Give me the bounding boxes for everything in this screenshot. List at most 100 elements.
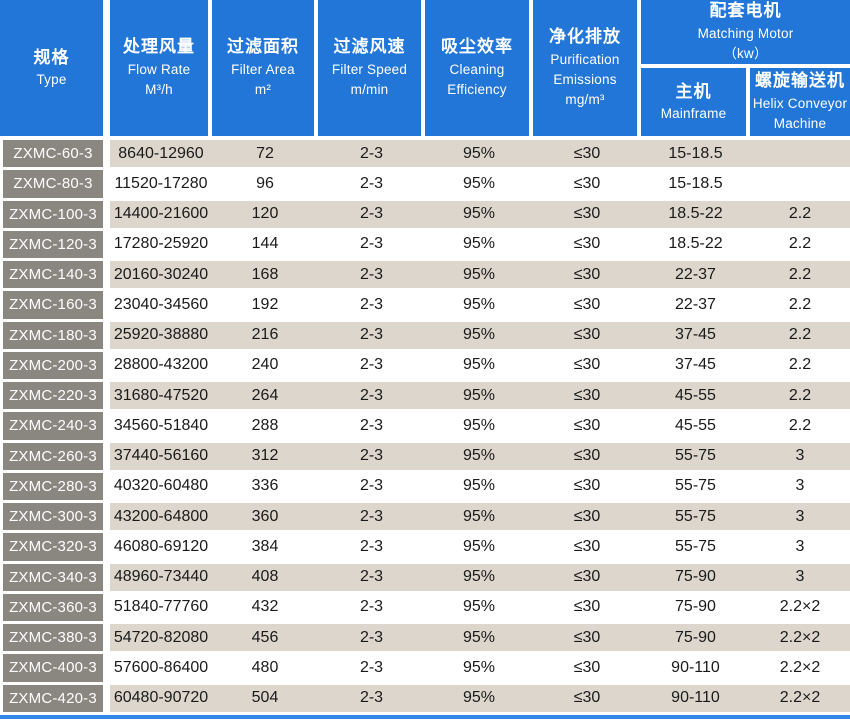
- mainframe-motor-cell: 75-90: [641, 563, 750, 591]
- flow-rate-cell: 60480-90720: [110, 684, 212, 712]
- flow-rate-cell: 37440-56160: [110, 442, 212, 470]
- mainframe-motor-cell: 90-110: [641, 684, 750, 712]
- filter-area-cell: 96: [212, 170, 318, 198]
- helix-label-en1: Helix Conveyor: [752, 96, 848, 112]
- table-row: ZXMC-200-3 28800-43200 240 2-3 95% ≤30 3…: [0, 351, 850, 382]
- table-body: ZXMC-60-3 8640-12960 72 2-3 95% ≤30 15-1…: [0, 140, 850, 715]
- filter-speed-cell: 2-3: [318, 593, 425, 621]
- efficiency-cell: 95%: [425, 382, 533, 410]
- emissions-cell: ≤30: [533, 654, 641, 682]
- table-row: ZXMC-260-3 37440-56160 312 2-3 95% ≤30 5…: [0, 442, 850, 473]
- filter-speed-cell: 2-3: [318, 230, 425, 258]
- helix-label-en2: Machine: [773, 116, 827, 132]
- table-row: ZXMC-400-3 57600-86400 480 2-3 95% ≤30 9…: [0, 654, 850, 685]
- model-cell: ZXMC-80-3: [0, 170, 110, 198]
- helix-motor-cell: 3: [750, 533, 850, 561]
- model-cell: ZXMC-220-3: [0, 382, 110, 410]
- mainframe-label-en: Mainframe: [660, 106, 727, 122]
- efficiency-cell: 95%: [425, 563, 533, 591]
- model-cell: ZXMC-380-3: [0, 624, 110, 652]
- filter-area-cell: 504: [212, 684, 318, 712]
- mainframe-motor-cell: 37-45: [641, 321, 750, 349]
- mainframe-motor-cell: 55-75: [641, 442, 750, 470]
- emissions-cell: ≤30: [533, 140, 641, 168]
- col-header-motor-group: 配套电机 Matching Motor （kw） 主机 Mainframe 螺旋…: [641, 0, 850, 136]
- table-header: 规格 Type 处理风量 Flow Rate M³/h 过滤面积 Filter …: [0, 0, 850, 136]
- col-header-matching-motor: 配套电机 Matching Motor （kw）: [641, 0, 850, 68]
- efficiency-cell: 95%: [425, 533, 533, 561]
- table-row: ZXMC-280-3 40320-60480 336 2-3 95% ≤30 5…: [0, 472, 850, 503]
- flow-rate-cell: 23040-34560: [110, 291, 212, 319]
- model-cell: ZXMC-260-3: [0, 442, 110, 470]
- efficiency-cell: 95%: [425, 684, 533, 712]
- table-row: ZXMC-300-3 43200-64800 360 2-3 95% ≤30 5…: [0, 503, 850, 534]
- model-cell: ZXMC-140-3: [0, 261, 110, 289]
- efficiency-cell: 95%: [425, 321, 533, 349]
- area-label-en: Filter Area: [231, 62, 295, 78]
- model-cell: ZXMC-360-3: [0, 593, 110, 621]
- mainframe-motor-cell: 75-90: [641, 593, 750, 621]
- filter-speed-cell: 2-3: [318, 654, 425, 682]
- mainframe-label-zh: 主机: [675, 81, 712, 101]
- efficiency-cell: 95%: [425, 170, 533, 198]
- efficiency-cell: 95%: [425, 442, 533, 470]
- helix-motor-cell: 2.2: [750, 412, 850, 440]
- filter-area-cell: 168: [212, 261, 318, 289]
- mainframe-motor-cell: 55-75: [641, 472, 750, 500]
- model-cell: ZXMC-340-3: [0, 563, 110, 591]
- mainframe-motor-cell: 37-45: [641, 351, 750, 379]
- efficiency-cell: 95%: [425, 351, 533, 379]
- flow-rate-cell: 20160-30240: [110, 261, 212, 289]
- mainframe-motor-cell: 45-55: [641, 412, 750, 440]
- speed-label-en: Filter Speed: [331, 62, 408, 78]
- model-cell: ZXMC-60-3: [0, 140, 110, 168]
- flow-rate-cell: 40320-60480: [110, 472, 212, 500]
- emissions-cell: ≤30: [533, 230, 641, 258]
- emissions-cell: ≤30: [533, 684, 641, 712]
- col-header-helix-conveyor: 螺旋输送机 Helix Conveyor Machine: [750, 68, 850, 136]
- filter-speed-cell: 2-3: [318, 291, 425, 319]
- efficiency-cell: 95%: [425, 654, 533, 682]
- filter-area-cell: 408: [212, 563, 318, 591]
- table-row: ZXMC-340-3 48960-73440 408 2-3 95% ≤30 7…: [0, 563, 850, 594]
- motor-unit-label: （kw）: [723, 46, 768, 62]
- helix-label-zh: 螺旋输送机: [755, 71, 845, 91]
- efficiency-cell: 95%: [425, 230, 533, 258]
- emissions-cell: ≤30: [533, 412, 641, 440]
- motor-label-en: Matching Motor: [697, 26, 794, 42]
- filter-speed-cell: 2-3: [318, 412, 425, 440]
- model-cell: ZXMC-180-3: [0, 321, 110, 349]
- helix-motor-cell: 3: [750, 503, 850, 531]
- mainframe-motor-cell: 18.5-22: [641, 230, 750, 258]
- emissions-cell: ≤30: [533, 442, 641, 470]
- filter-speed-cell: 2-3: [318, 442, 425, 470]
- filter-area-cell: 288: [212, 412, 318, 440]
- filter-speed-cell: 2-3: [318, 261, 425, 289]
- efficiency-cell: 95%: [425, 291, 533, 319]
- helix-motor-cell: 2.2×2: [750, 624, 850, 652]
- filter-area-cell: 264: [212, 382, 318, 410]
- efficiency-cell: 95%: [425, 261, 533, 289]
- mainframe-motor-cell: 75-90: [641, 624, 750, 652]
- model-cell: ZXMC-120-3: [0, 230, 110, 258]
- efficiency-cell: 95%: [425, 412, 533, 440]
- helix-motor-cell: 3: [750, 563, 850, 591]
- motor-subheaders: 主机 Mainframe 螺旋输送机 Helix Conveyor Machin…: [641, 68, 850, 136]
- filter-speed-cell: 2-3: [318, 351, 425, 379]
- helix-motor-cell: 2.2: [750, 351, 850, 379]
- model-cell: ZXMC-160-3: [0, 291, 110, 319]
- area-label-zh: 过滤面积: [227, 37, 299, 57]
- emis-unit-label: mg/m³: [565, 92, 605, 108]
- filter-area-cell: 240: [212, 351, 318, 379]
- emissions-cell: ≤30: [533, 533, 641, 561]
- table-row: ZXMC-320-3 46080-69120 384 2-3 95% ≤30 5…: [0, 533, 850, 564]
- flow-rate-cell: 28800-43200: [110, 351, 212, 379]
- emissions-cell: ≤30: [533, 321, 641, 349]
- flow-rate-cell: 57600-86400: [110, 654, 212, 682]
- flow-unit-label: M³/h: [145, 82, 173, 98]
- flow-rate-cell: 54720-82080: [110, 624, 212, 652]
- emis-label-zh: 净化排放: [549, 27, 621, 47]
- filter-area-cell: 144: [212, 230, 318, 258]
- eff-label-en1: Cleaning: [449, 62, 505, 78]
